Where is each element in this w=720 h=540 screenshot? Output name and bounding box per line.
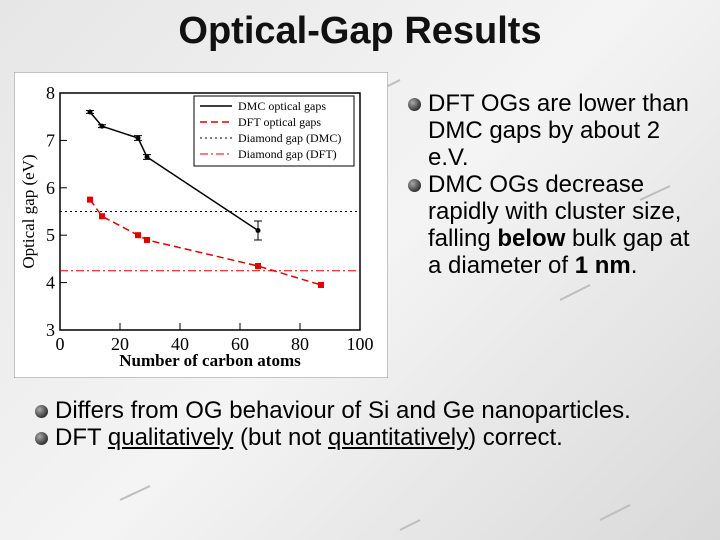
legend-label: DFT optical gaps — [238, 115, 321, 129]
bullet: DFT OGs are lower than DMC gaps by about… — [408, 90, 698, 171]
point — [87, 109, 93, 115]
legend-label: Diamond gap (DMC) — [238, 131, 341, 145]
bullet: DMC OGs decrease rapidly with cluster si… — [408, 171, 698, 279]
chart: 0 20 40 60 80 100 3 4 5 6 7 8 Number of carbon atoms… — [14, 72, 388, 378]
bullet: Differs from OG behaviour of Si and Ge n… — [35, 397, 695, 424]
y-tick-label: 8 — [46, 83, 55, 103]
right-list: DFT OGs are lower than DMC gaps by about… — [408, 90, 698, 279]
text: ) correct. — [468, 424, 563, 451]
point — [87, 196, 93, 203]
text: Differs from OG behaviour of Si and Ge n… — [55, 397, 631, 424]
legend-label: Diamond gap (DFT) — [238, 147, 337, 161]
x-tick-label: 60 — [231, 334, 249, 354]
text: DFT OGs are lower than DMC gaps by about… — [428, 90, 689, 171]
point — [255, 263, 261, 270]
text: (but not — [233, 424, 329, 451]
text: DFT — [55, 424, 108, 451]
y-tick-label: 7 — [46, 130, 55, 150]
y-axis-label: Optical gap (eV) — [19, 154, 38, 268]
bold-text: 1 nm — [574, 252, 631, 279]
bold-text: below — [497, 225, 566, 252]
point — [135, 135, 141, 141]
point — [144, 154, 150, 160]
x-tick-label: 20 — [111, 334, 129, 354]
slide-title: Optical-Gap Results — [178, 10, 542, 52]
text: DMC OGs decrease rapidly with cluster si… — [428, 171, 682, 252]
bullet: DFT qualitatively (but not quantitativel… — [35, 424, 695, 451]
y-tick-label: 6 — [46, 178, 55, 198]
point — [255, 227, 261, 233]
y-tick-label: 5 — [46, 225, 55, 245]
x-tick-label: 0 — [56, 334, 65, 354]
underlined-text: quantitatively — [328, 424, 469, 451]
text: . — [630, 252, 638, 279]
bottom-list: Differs from OG behaviour of Si and Ge n… — [35, 397, 695, 451]
y-tick-label: 4 — [46, 273, 55, 293]
x-tick-label: 40 — [171, 334, 189, 354]
point — [135, 232, 141, 239]
x-tick-label: 80 — [291, 334, 309, 354]
legend-label: DMC optical gaps — [238, 99, 326, 113]
y-tick-label: 3 — [46, 320, 55, 340]
point — [318, 281, 324, 288]
x-axis-label: Number of carbon atoms — [119, 351, 301, 370]
point — [144, 236, 150, 243]
x-tick-label: 100 — [347, 334, 374, 354]
text: bulk gap at a diameter of — [428, 225, 690, 279]
underlined-text: qualitatively — [107, 424, 234, 451]
point — [99, 123, 105, 129]
point — [99, 213, 105, 220]
